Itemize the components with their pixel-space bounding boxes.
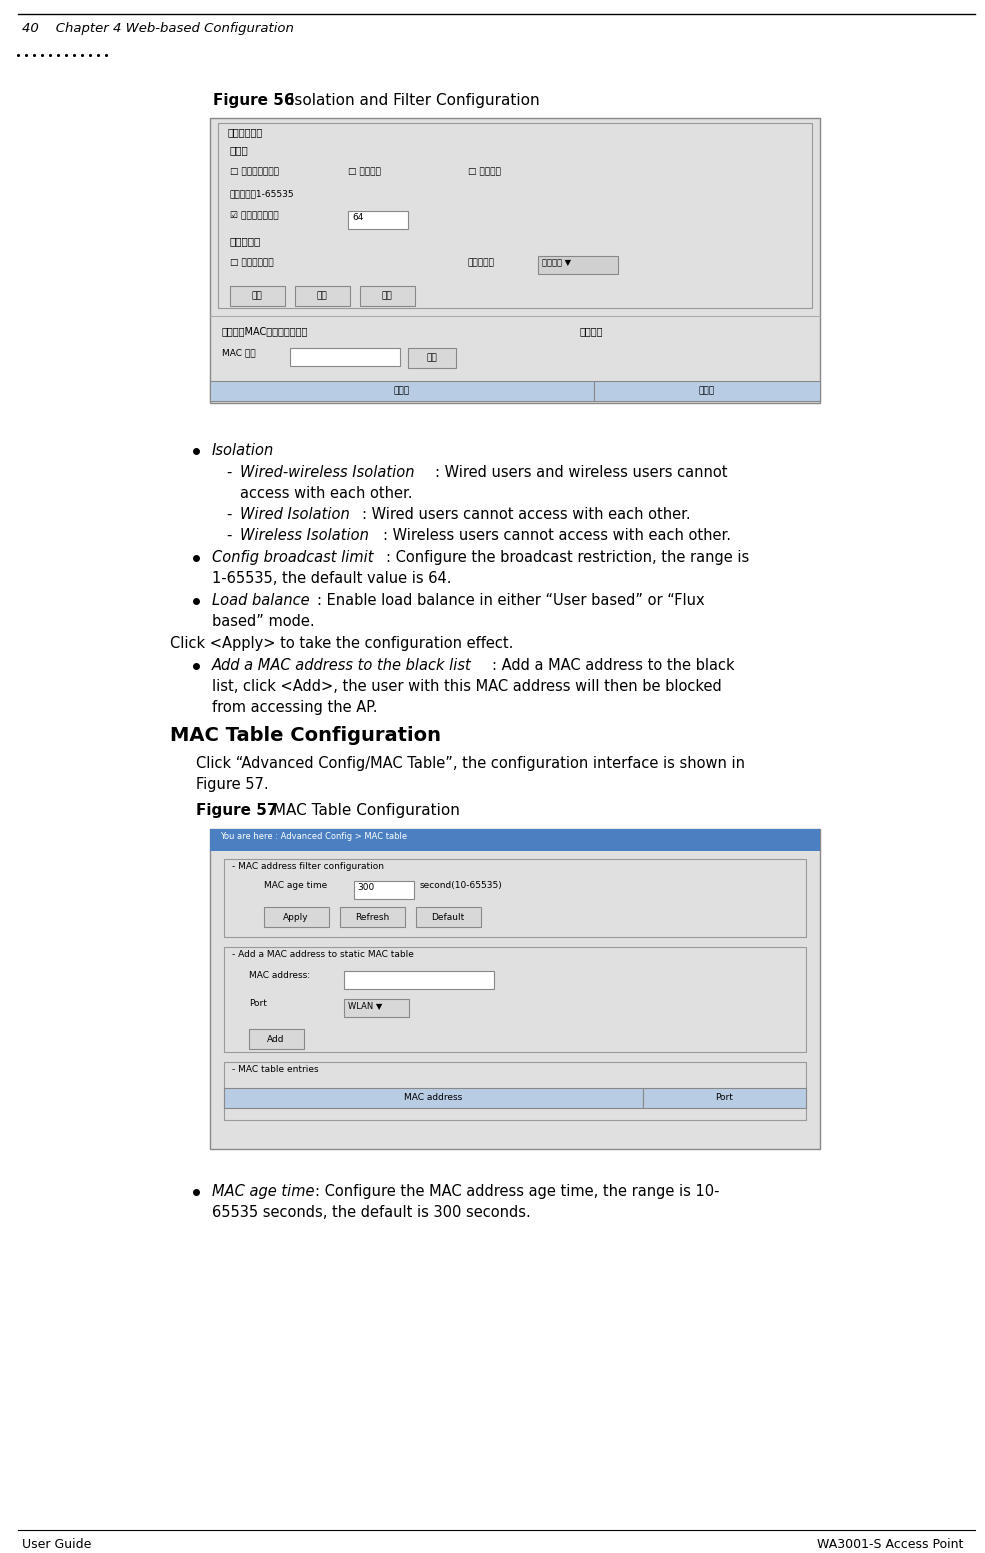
Text: - Add a MAC address to static MAC table: - Add a MAC address to static MAC table xyxy=(232,950,414,960)
FancyBboxPatch shape xyxy=(340,907,405,927)
Text: Wireless Isolation: Wireless Isolation xyxy=(240,528,368,544)
FancyBboxPatch shape xyxy=(230,286,285,306)
Text: Config broadcast limit: Config broadcast limit xyxy=(212,550,373,565)
Text: Port: Port xyxy=(249,999,267,1008)
Text: Click “Advanced Config/MAC Table”, the configuration interface is shown in: Click “Advanced Config/MAC Table”, the c… xyxy=(196,756,745,770)
FancyBboxPatch shape xyxy=(210,829,820,1149)
Text: based” mode.: based” mode. xyxy=(212,613,314,629)
Text: from accessing the AP.: from accessing the AP. xyxy=(212,700,377,714)
FancyBboxPatch shape xyxy=(224,1089,643,1107)
FancyBboxPatch shape xyxy=(354,881,414,899)
FancyBboxPatch shape xyxy=(416,907,481,927)
FancyBboxPatch shape xyxy=(360,286,415,306)
Text: 添加一个MAC地址到黑名单：: 添加一个MAC地址到黑名单： xyxy=(222,326,308,335)
Text: : Wired users and wireless users cannot: : Wired users and wireless users cannot xyxy=(435,464,728,480)
Text: 添加: 添加 xyxy=(427,354,437,362)
Text: Wired-wireless Isolation: Wired-wireless Isolation xyxy=(240,464,415,480)
FancyBboxPatch shape xyxy=(538,256,618,273)
Text: : Add a MAC address to the black: : Add a MAC address to the black xyxy=(492,658,735,672)
Text: 65535 seconds, the default is 300 seconds.: 65535 seconds, the default is 300 second… xyxy=(212,1205,531,1221)
Text: 默认: 默认 xyxy=(381,292,392,300)
Text: MAC 地址: MAC 地址 xyxy=(222,348,256,357)
Text: 40    Chapter 4 Web-based Configuration: 40 Chapter 4 Web-based Configuration xyxy=(22,22,294,36)
FancyBboxPatch shape xyxy=(344,999,409,1017)
Text: 负载均衡：: 负载均衡： xyxy=(230,236,261,245)
FancyBboxPatch shape xyxy=(224,859,806,936)
Text: list, click <Add>, the user with this MAC address will then be blocked: list, click <Add>, the user with this MA… xyxy=(212,679,722,694)
Text: 1-65535, the default value is 64.: 1-65535, the default value is 64. xyxy=(212,572,451,585)
Text: MAC address: MAC address xyxy=(404,1093,462,1103)
Text: - MAC table entries: - MAC table entries xyxy=(232,1065,318,1075)
FancyBboxPatch shape xyxy=(295,286,350,306)
FancyBboxPatch shape xyxy=(224,1062,806,1120)
Text: -: - xyxy=(226,506,231,522)
Text: MAC age time: MAC age time xyxy=(212,1183,314,1199)
FancyBboxPatch shape xyxy=(210,380,594,401)
FancyBboxPatch shape xyxy=(344,971,494,989)
Text: 隔离：: 隔离： xyxy=(230,144,249,155)
Text: You are here : Advanced Config > MAC table: You are here : Advanced Config > MAC tab… xyxy=(220,832,407,842)
Text: Isolation and Filter Configuration: Isolation and Filter Configuration xyxy=(285,93,540,109)
Text: Load balance: Load balance xyxy=(212,593,309,609)
FancyBboxPatch shape xyxy=(290,348,400,367)
Text: WA3001-S Access Point: WA3001-S Access Point xyxy=(817,1537,963,1551)
Text: 厂播限制：1-65535: 厂播限制：1-65535 xyxy=(230,189,295,197)
Text: Apply: Apply xyxy=(284,913,309,921)
Text: Click <Apply> to take the configuration effect.: Click <Apply> to take the configuration … xyxy=(170,637,513,651)
Text: Isolation: Isolation xyxy=(212,443,274,458)
Text: -: - xyxy=(226,528,231,544)
Text: 白名单：: 白名单： xyxy=(580,326,604,335)
Text: □ 有线－无线隔离: □ 有线－无线隔离 xyxy=(230,168,279,175)
Text: MAC address:: MAC address: xyxy=(249,971,310,980)
Text: 白名单: 白名单 xyxy=(699,387,715,396)
Text: □ 启用负载均衡: □ 启用负载均衡 xyxy=(230,258,274,267)
Text: Wired Isolation: Wired Isolation xyxy=(240,506,350,522)
FancyBboxPatch shape xyxy=(348,211,408,228)
FancyBboxPatch shape xyxy=(249,1030,304,1048)
Text: MAC Table Configuration: MAC Table Configuration xyxy=(268,803,460,818)
Text: Default: Default xyxy=(431,913,465,921)
Text: : Enable load balance in either “User based” or “Flux: : Enable load balance in either “User ba… xyxy=(317,593,704,609)
FancyBboxPatch shape xyxy=(643,1089,806,1107)
Text: WLAN ▼: WLAN ▼ xyxy=(348,1002,382,1009)
Text: □ 无线隔离: □ 无线隔离 xyxy=(468,168,501,175)
Text: : Configure the broadcast restriction, the range is: : Configure the broadcast restriction, t… xyxy=(386,550,750,565)
Text: Figure 57: Figure 57 xyxy=(196,803,278,818)
Text: Port: Port xyxy=(715,1093,733,1103)
Text: 应用: 应用 xyxy=(251,292,262,300)
Text: second(10-65535): second(10-65535) xyxy=(420,881,502,890)
Text: Figure 56: Figure 56 xyxy=(213,93,295,109)
Text: Add: Add xyxy=(267,1034,285,1044)
Text: -: - xyxy=(226,464,231,480)
Text: MAC Table Configuration: MAC Table Configuration xyxy=(170,725,441,745)
Text: 300: 300 xyxy=(357,884,374,891)
FancyBboxPatch shape xyxy=(264,907,329,927)
Text: 基于用户 ▼: 基于用户 ▼ xyxy=(542,258,571,267)
FancyBboxPatch shape xyxy=(408,348,456,368)
Text: Add a MAC address to the black list: Add a MAC address to the black list xyxy=(212,658,472,672)
Text: 黑名单: 黑名单 xyxy=(394,387,410,396)
Text: Refresh: Refresh xyxy=(355,913,389,921)
Text: 刷新: 刷新 xyxy=(316,292,327,300)
Text: User Guide: User Guide xyxy=(22,1537,92,1551)
Text: : Wireless users cannot access with each other.: : Wireless users cannot access with each… xyxy=(383,528,731,544)
Text: ☑ 启用广播限制：: ☑ 启用广播限制： xyxy=(230,211,279,221)
Text: : Configure the MAC address age time, the range is 10-: : Configure the MAC address age time, th… xyxy=(315,1183,719,1199)
Text: 二层访问控制: 二层访问控制 xyxy=(228,127,263,137)
FancyBboxPatch shape xyxy=(210,118,820,402)
Text: - MAC address filter configuration: - MAC address filter configuration xyxy=(232,862,384,871)
Text: MAC age time: MAC age time xyxy=(264,881,327,890)
FancyBboxPatch shape xyxy=(594,380,820,401)
FancyBboxPatch shape xyxy=(218,123,812,307)
Text: access with each other.: access with each other. xyxy=(240,486,413,502)
Text: : Wired users cannot access with each other.: : Wired users cannot access with each ot… xyxy=(362,506,690,522)
Text: 均衡模式：: 均衡模式： xyxy=(468,258,494,267)
Text: Figure 57.: Figure 57. xyxy=(196,776,269,792)
FancyBboxPatch shape xyxy=(224,947,806,1051)
Text: □ 有线隔离: □ 有线隔离 xyxy=(348,168,381,175)
FancyBboxPatch shape xyxy=(210,829,820,851)
Text: 64: 64 xyxy=(352,213,363,222)
